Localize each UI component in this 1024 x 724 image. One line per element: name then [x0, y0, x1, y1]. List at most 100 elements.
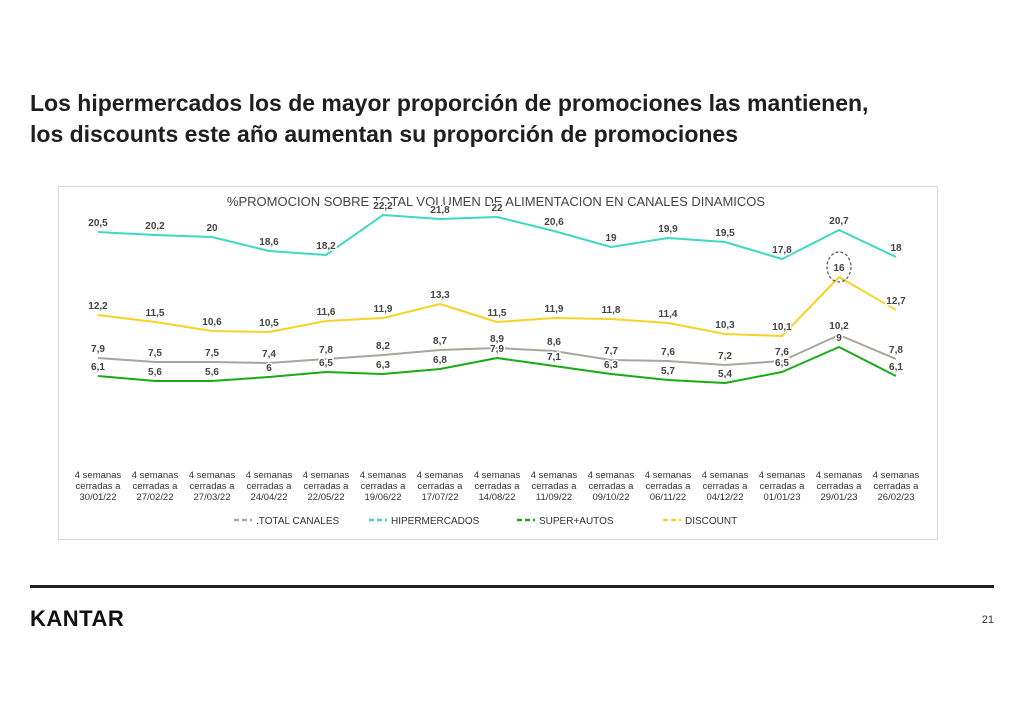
- series-line-3: [97, 346, 897, 384]
- x-tick-label: 01/01/23: [764, 492, 801, 503]
- data-label: 7,8: [319, 345, 333, 356]
- data-label: 20: [206, 223, 218, 234]
- x-tick-label: cerradas a: [817, 481, 863, 492]
- data-label: 11,8: [602, 305, 621, 316]
- x-tick-label: 27/02/22: [137, 492, 174, 503]
- data-label: 12,2: [88, 301, 108, 312]
- x-tick-label: cerradas a: [418, 481, 464, 492]
- data-label: 22,2: [373, 201, 393, 212]
- data-label: 5,4: [718, 369, 732, 380]
- x-tick-label: 4 semanas: [417, 470, 464, 481]
- data-label: 20,2: [145, 221, 165, 232]
- series-line-2: [97, 334, 897, 366]
- x-tick-label: 29/01/23: [821, 492, 858, 503]
- data-label: 10,2: [829, 321, 849, 332]
- x-tick-label: 4 semanas: [873, 470, 920, 481]
- data-label: 7,6: [775, 347, 789, 358]
- headline-line-1: Los hipermercados los de mayor proporció…: [30, 90, 869, 116]
- kantar-logo: KANTAR: [30, 606, 125, 631]
- data-label: 10,3: [715, 320, 735, 331]
- data-label: 7,4: [262, 349, 276, 360]
- x-tick-label: cerradas a: [760, 481, 806, 492]
- page-number: 21: [981, 614, 994, 626]
- x-tick-label: 4 semanas: [246, 470, 293, 481]
- data-label: 18: [890, 243, 902, 254]
- data-label: 22: [491, 203, 503, 214]
- series-line-0: [97, 214, 897, 260]
- x-tick-label: cerradas a: [703, 481, 749, 492]
- x-tick-label: 4 semanas: [360, 470, 407, 481]
- x-tick-label: 11/09/22: [536, 492, 572, 503]
- series-line-1: [97, 276, 897, 337]
- x-tick-label: cerradas a: [247, 481, 293, 492]
- data-label: 10,6: [202, 317, 222, 328]
- data-label: 20,6: [544, 217, 564, 228]
- x-tick-label: 04/12/22: [707, 492, 744, 503]
- legend-label: DISCOUNT: [685, 516, 737, 527]
- x-tick-label: 22/05/22: [308, 492, 345, 503]
- x-tick-label: 09/10/22: [593, 492, 630, 503]
- legend-label: .TOTAL CANALES: [256, 516, 340, 527]
- x-tick-label: 4 semanas: [645, 470, 692, 481]
- x-tick-label: cerradas a: [532, 481, 578, 492]
- data-label: 6,1: [91, 362, 105, 373]
- data-label: 16: [833, 263, 845, 274]
- slide-headline: Los hipermercados los de mayor proporció…: [30, 88, 990, 150]
- line-chart-panel: %PROMOCION SOBRE TOTAL VOLUMEN DE ALIMEN…: [58, 186, 938, 540]
- data-label: 17,8: [772, 245, 792, 256]
- highlight-circle: [826, 251, 852, 283]
- data-label: 7,5: [148, 348, 162, 359]
- footer-divider: [30, 585, 994, 588]
- data-label: 7,8: [889, 345, 903, 356]
- x-tick-label: 24/04/22: [251, 492, 288, 503]
- data-label: 5,6: [148, 367, 162, 378]
- headline-line-2: los discounts este año aumentan su propo…: [30, 121, 739, 147]
- x-tick-label: 4 semanas: [702, 470, 749, 481]
- x-tick-label: 30/01/22: [80, 492, 117, 503]
- x-tick-label: 4 semanas: [474, 470, 521, 481]
- data-label: 21,8: [430, 205, 450, 216]
- x-tick-label: 27/03/22: [194, 492, 231, 503]
- data-label: 19,5: [715, 228, 735, 239]
- x-tick-label: 4 semanas: [303, 470, 350, 481]
- x-tick-label: cerradas a: [76, 481, 122, 492]
- x-tick-label: cerradas a: [646, 481, 692, 492]
- data-label: 7,1: [547, 352, 561, 363]
- data-label: 11,5: [488, 308, 507, 319]
- data-label: 6,3: [604, 360, 618, 371]
- legend-label: HIPERMERCADOS: [391, 516, 480, 527]
- data-label: 11,5: [146, 308, 165, 319]
- data-label: 18,6: [259, 237, 279, 248]
- data-label: 20,5: [88, 218, 108, 229]
- data-label: 7,9: [490, 344, 504, 355]
- data-label: 7,7: [604, 346, 618, 357]
- x-tick-label: 4 semanas: [588, 470, 635, 481]
- data-label: 11,9: [545, 304, 564, 315]
- x-tick-label: 4 semanas: [132, 470, 179, 481]
- data-label: 8,2: [376, 341, 390, 352]
- x-tick-label: cerradas a: [190, 481, 236, 492]
- data-label: 6,3: [376, 360, 390, 371]
- data-label: 19: [605, 233, 617, 244]
- x-tick-label: cerradas a: [133, 481, 179, 492]
- data-label: 5,7: [661, 366, 675, 377]
- data-label: 13,3: [430, 290, 450, 301]
- data-label: 10,1: [772, 322, 792, 333]
- line-chart: %PROMOCION SOBRE TOTAL VOLUMEN DE ALIMEN…: [75, 194, 920, 527]
- data-label: 10,5: [259, 318, 279, 329]
- data-label: 20,7: [829, 216, 849, 227]
- x-tick-label: cerradas a: [589, 481, 635, 492]
- data-label: 6,8: [433, 355, 447, 366]
- x-tick-label: 26/02/23: [878, 492, 915, 503]
- data-label: 7,5: [205, 348, 219, 359]
- x-tick-label: 4 semanas: [531, 470, 578, 481]
- data-label: 19,9: [658, 224, 678, 235]
- data-label: 6,1: [889, 362, 903, 373]
- x-tick-label: 4 semanas: [75, 470, 122, 481]
- x-tick-label: 17/07/22: [422, 492, 459, 503]
- data-label: 6,5: [775, 358, 789, 369]
- x-tick-label: 19/06/22: [365, 492, 402, 503]
- x-tick-label: cerradas a: [874, 481, 920, 492]
- data-label: 9: [836, 333, 842, 344]
- legend-label: SUPER+AUTOS: [539, 516, 614, 527]
